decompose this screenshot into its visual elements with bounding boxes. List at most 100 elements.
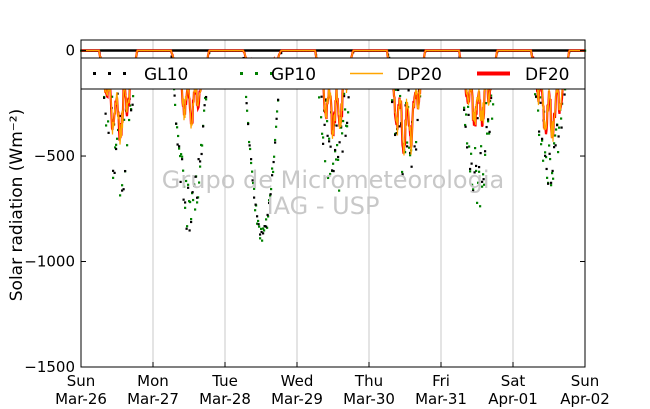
y-axis-label: Solar radiation (Wm⁻²) — [7, 109, 27, 301]
gl10-point — [277, 98, 280, 101]
gl10-point — [334, 148, 337, 152]
gl10-point — [545, 167, 548, 171]
gl10-point — [472, 189, 475, 193]
watermark: Grupo de Micrometeorologia IAG - USP — [162, 166, 504, 220]
gp10-point — [467, 105, 470, 108]
gl10-point — [328, 140, 331, 143]
gl10-point — [347, 96, 350, 99]
gp10-point — [196, 201, 199, 204]
gp10-point — [337, 158, 340, 161]
gl10-point — [200, 152, 203, 156]
gl10-point — [475, 164, 478, 168]
gl10-point — [335, 124, 338, 127]
gl10-point — [263, 225, 266, 228]
gl10-point — [253, 196, 256, 199]
gl10-point — [275, 117, 278, 120]
gl10-point — [548, 152, 551, 155]
gp10-point — [474, 147, 477, 150]
gp10-point — [465, 113, 468, 116]
gl10-point — [193, 184, 196, 187]
gp10-point — [537, 109, 540, 112]
gl10-point — [490, 96, 493, 100]
gp10-point — [119, 194, 122, 197]
gp10-point — [482, 173, 485, 176]
watermark-line-2: IAG - USP — [267, 192, 380, 220]
gp10-point — [554, 134, 557, 137]
x-tick-sublabel-6: Apr-01 — [488, 390, 538, 408]
gl10-point — [397, 88, 400, 91]
gp10-point — [250, 161, 253, 165]
gp10-point — [552, 177, 555, 180]
gp10-point — [468, 145, 471, 148]
gp10-point — [391, 99, 394, 102]
gp10-point — [334, 150, 337, 153]
gl10-point — [323, 123, 326, 126]
gl10-point — [265, 225, 268, 228]
y-tick-label-1: −500 — [34, 147, 75, 165]
gp10-point — [256, 222, 259, 225]
gp10-point — [489, 99, 492, 103]
gp10-point — [463, 106, 466, 109]
gp10-point — [261, 239, 264, 242]
gl10-point — [409, 151, 412, 155]
gl10-point — [338, 141, 341, 144]
gl10-point — [476, 117, 479, 120]
gl10-point — [254, 203, 257, 206]
gp10-point — [251, 170, 254, 173]
gp10-point — [324, 160, 327, 163]
y-tick-label-0: 0 — [65, 42, 75, 60]
gl10-point — [322, 142, 325, 145]
gp10-point — [471, 183, 474, 186]
gp10-point — [544, 151, 547, 154]
gl10-point — [266, 213, 269, 217]
x-tick-sublabel-5: Mar-31 — [415, 390, 467, 408]
gp10-point — [318, 96, 321, 99]
gl10-point — [337, 155, 340, 159]
gp10-point — [185, 179, 188, 183]
gl10-point — [488, 130, 491, 133]
gl10-point — [346, 121, 349, 124]
gl10-point — [112, 169, 115, 172]
gl10-point — [124, 169, 127, 173]
gp10-point — [189, 200, 192, 204]
gp10-point — [130, 108, 133, 111]
gp10-point — [268, 199, 271, 202]
gl10-point — [413, 145, 416, 148]
gp10-point — [253, 187, 256, 190]
x-tick-sublabel-2: Mar-28 — [199, 390, 251, 408]
gl10-point — [115, 147, 118, 151]
gp10-point — [199, 165, 202, 168]
gp10-point — [248, 140, 251, 144]
y-tick-label-3: −1500 — [24, 358, 75, 376]
gl10-point — [343, 95, 346, 98]
legend-symbol-gl10 — [93, 72, 126, 75]
gp10-point — [177, 134, 180, 138]
gp10-point — [128, 118, 131, 122]
gl10-point — [274, 141, 277, 144]
gl10-point — [320, 95, 323, 98]
gl10-point — [557, 135, 560, 138]
gl10-point — [326, 134, 329, 137]
gl10-point — [485, 125, 488, 129]
gp10-point — [491, 117, 494, 120]
gl10-point — [463, 108, 466, 111]
gl10-point — [563, 93, 566, 96]
gl10-point — [407, 89, 410, 92]
gp10-point — [338, 189, 341, 192]
legend-marker — [255, 72, 258, 75]
gp10-point — [340, 126, 343, 129]
gl10-point — [119, 114, 122, 118]
gl10-point — [187, 186, 190, 189]
gl10-point — [484, 150, 487, 153]
gl10-point — [391, 100, 394, 104]
gl10-point — [181, 158, 184, 161]
gl10-point — [190, 220, 193, 224]
legend-marker — [123, 72, 126, 75]
gl10-point — [121, 189, 124, 192]
gp10-point — [267, 215, 270, 218]
gp10-point — [187, 183, 190, 186]
gp10-point — [485, 102, 488, 105]
gl10-point — [550, 181, 553, 184]
gp10-point — [399, 94, 402, 98]
plot-frame — [80, 39, 586, 368]
